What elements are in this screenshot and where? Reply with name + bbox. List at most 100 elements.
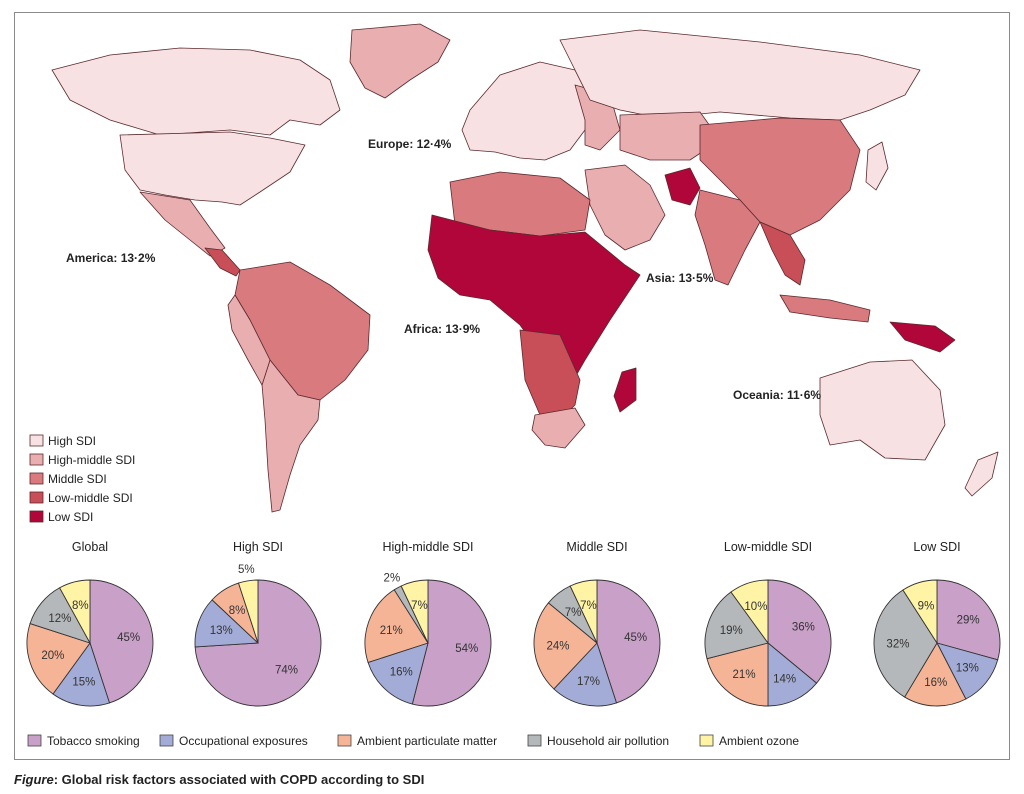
indonesia-shape [779,294,871,323]
figure-frame [14,12,1010,760]
pie-slice-low-sdi-ambient-ozone [902,579,938,645]
japan-shape [865,141,889,191]
pie-label-low-sdi-household-air-pollution: 32% [886,639,909,651]
pie-label-high-middle-sdi-ambient-ozone: 7% [411,600,428,612]
pie-label-high-sdi-occupational-exposures: 13% [210,625,233,637]
pie-slice-low-middle-sdi-occupational-exposures [767,642,818,707]
pie-slice-low-middle-sdi-ambient-ozone [730,579,769,645]
pie-label-global-household-air-pollution: 12% [48,613,71,625]
south-africa-shape [531,407,586,449]
pie-label-high-middle-sdi-household-air-pollution: 2% [384,572,401,584]
pie-label-high-middle-sdi-occupational-exposures: 16% [390,666,413,678]
pie-title-high-sdi: High SDI [233,540,283,554]
pie-slice-low-middle-sdi-household-air-pollution [704,591,769,660]
pie-label-high-middle-sdi-tobacco-smoking: 54% [455,643,478,655]
greenland-shape [349,23,451,99]
pie-label-low-sdi-ambient-ozone: 9% [918,601,935,613]
pie-label-middle-sdi-ambient-particulate-matter: 24% [547,640,570,652]
pie-legend-label-ozone: Ambient ozone [719,734,799,748]
pie-label-middle-sdi-ambient-ozone: 7% [580,600,597,612]
pie-slice-middle-sdi-ambient-ozone [569,579,598,644]
pie-slice-global-ambient-particulate-matter [26,622,91,695]
caption-label: Figure [14,772,54,787]
legend-swatch-high-middle-sdi [29,453,44,466]
central-asia-shape [619,111,721,161]
pie-label-global-occupational-exposures: 15% [72,677,95,689]
pie-slice-middle-sdi-tobacco-smoking [596,579,661,704]
pie-label-low-sdi-ambient-particulate-matter: 16% [924,677,947,689]
pie-label-low-sdi-occupational-exposures: 13% [956,663,979,675]
png-shape [889,321,956,353]
pie-slice-low-sdi-ambient-particulate-matter [904,642,967,707]
pie-label-high-sdi-ambient-ozone: 5% [238,564,255,576]
pie-label-middle-sdi-occupational-exposures: 17% [577,676,600,688]
usa-shape [119,131,306,206]
pie-label-low-middle-sdi-ambient-ozone: 10% [744,601,767,613]
madagascar-shape [613,367,637,413]
pie-slice-global-ambient-ozone [59,579,91,644]
pie-slice-low-middle-sdi-ambient-particulate-matter [706,642,769,707]
pie-title-global: Global [72,540,108,554]
pie-label-high-middle-sdi-ambient-particulate-matter: 21% [380,625,403,637]
region-label-asia: Asia: 13·5% [646,271,714,285]
map-legend: High SDI High-middle SDI Middle SDI Low-… [29,434,135,524]
legend-swatch-high-sdi [29,434,44,447]
pie-legend-label-household: Household air pollution [547,734,669,748]
pie-slice-high-sdi-ambient-ozone [237,579,259,644]
pie-label-middle-sdi-household-air-pollution: 7% [565,607,582,619]
pie-label-middle-sdi-tobacco-smoking: 45% [624,632,647,644]
pie-legend-swatch-particulate [337,734,352,747]
pie-slice-high-middle-sdi-occupational-exposures [367,642,429,705]
canada-shape [51,47,341,136]
russia-shape [559,29,921,121]
andes-shape [227,294,271,386]
region-label-europe: Europe: 12·4% [368,137,452,151]
pie-legend-label-particulate: Ambient particulate matter [357,734,497,748]
pie-slice-middle-sdi-occupational-exposures [553,642,618,707]
figure-caption: Figure: Global risk factors associated w… [14,772,424,787]
legend-label-low-middle-sdi: Low-middle SDI [48,491,133,505]
legend-swatch-low-sdi [29,510,44,523]
legend-swatch-middle-sdi [29,472,44,485]
region-label-america: America: 13·2% [66,251,156,265]
pie-label-low-middle-sdi-household-air-pollution: 19% [720,625,743,637]
middle-east-shape [584,164,666,251]
new-zealand-shape [964,451,999,497]
pie-title-middle-sdi: Middle SDI [566,540,627,554]
pie-label-global-ambient-particulate-matter: 20% [41,650,64,662]
pie-slice-global-tobacco-smoking [89,579,154,704]
pie-slice-low-sdi-household-air-pollution [873,589,938,698]
south-asia-west-shape [664,167,701,206]
pie-legend-swatch-ozone [699,734,714,747]
legend-label-high-middle-sdi: High-middle SDI [48,453,135,467]
legend-label-middle-sdi: Middle SDI [48,472,107,486]
pie-title-low-sdi: Low SDI [913,540,960,554]
region-labels: America: 13·2% Europe: 12·4% Asia: 13·5%… [66,137,821,402]
india-shape [694,189,761,286]
pie-label-low-sdi-tobacco-smoking: 29% [957,614,980,626]
pie-legend-swatch-household [527,734,542,747]
legend-label-high-sdi: High SDI [48,434,96,448]
pie-label-low-middle-sdi-ambient-particulate-matter: 21% [733,669,756,681]
pie-slice-low-sdi-tobacco-smoking [936,579,1001,661]
pie-slice-global-occupational-exposures [52,642,111,707]
pie-slice-low-middle-sdi-tobacco-smoking [767,579,832,684]
caption-text: : Global risk factors associated with CO… [53,772,425,787]
southern-cone-shape [261,359,321,513]
pie-title-high-middle-sdi: High-middle SDI [382,540,473,554]
pie-legend: Tobacco smoking Occupational exposures A… [27,734,799,748]
pie-slice-high-middle-sdi-ambient-ozone [400,579,429,644]
southeast-asia-shape [759,221,806,286]
pie-label-global-ambient-ozone: 8% [72,600,89,612]
legend-swatch-low-middle-sdi [29,491,44,504]
central-america-shape [204,247,241,277]
pie-legend-swatch-tobacco [27,734,42,747]
pie-label-high-sdi-tobacco-smoking: 74% [275,665,298,677]
pie-label-high-sdi-ambient-particulate-matter: 8% [229,605,246,617]
pie-title-low-middle-sdi: Low-middle SDI [724,540,812,554]
pie-legend-swatch-occupational [159,734,174,747]
pie-label-global-tobacco-smoking: 45% [117,632,140,644]
pie-slice-high-middle-sdi-ambient-particulate-matter [364,589,429,664]
